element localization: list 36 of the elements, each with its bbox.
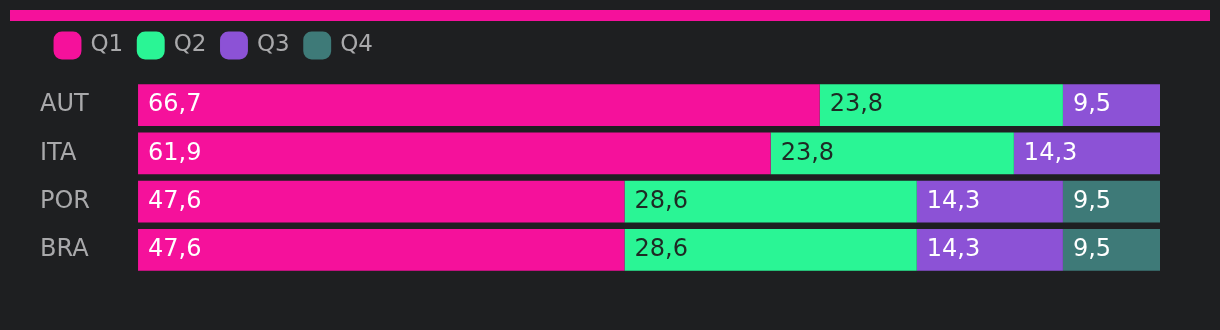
bar bbox=[138, 132, 771, 175]
data-label: 47,6 bbox=[148, 185, 202, 214]
bar bbox=[916, 180, 1063, 223]
data-label: 9,5 bbox=[1072, 185, 1112, 214]
y-tick-label: AUT bbox=[40, 89, 89, 118]
bar bbox=[1062, 228, 1160, 271]
bar bbox=[770, 132, 1014, 175]
data-label: 9,5 bbox=[1072, 234, 1112, 263]
legend-label: Q4 bbox=[340, 30, 373, 57]
bar bbox=[138, 84, 820, 127]
legend-label: Q3 bbox=[256, 30, 290, 57]
data-label: 14,3 bbox=[926, 234, 981, 263]
legend-label: Q1 bbox=[90, 30, 124, 57]
data-label: 9,5 bbox=[1072, 89, 1112, 118]
data-label: 61,9 bbox=[148, 137, 202, 166]
data-label: 28,6 bbox=[634, 185, 688, 214]
data-label: 23,8 bbox=[829, 89, 884, 118]
data-label: 14,3 bbox=[1023, 137, 1078, 166]
legend-label: Q2 bbox=[173, 30, 207, 57]
bar bbox=[138, 228, 625, 271]
data-label: 66,7 bbox=[148, 89, 202, 118]
bar bbox=[1062, 84, 1160, 127]
bar bbox=[624, 228, 917, 271]
y-tick-label: BRA bbox=[40, 234, 90, 263]
bar bbox=[138, 180, 625, 223]
bar bbox=[624, 180, 917, 223]
data-label: 28,6 bbox=[634, 234, 688, 263]
bar bbox=[1062, 180, 1160, 223]
bar bbox=[819, 84, 1063, 127]
data-label: 23,8 bbox=[780, 137, 835, 166]
y-tick-label: ITA bbox=[40, 137, 77, 166]
data-label: 14,3 bbox=[926, 185, 981, 214]
bar bbox=[1013, 132, 1160, 175]
bar bbox=[916, 228, 1063, 271]
y-tick-label: POR bbox=[40, 185, 91, 214]
data-label: 47,6 bbox=[148, 234, 202, 263]
